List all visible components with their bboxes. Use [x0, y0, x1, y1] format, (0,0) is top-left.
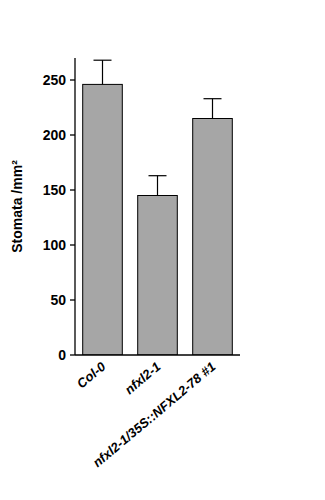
error-bar	[149, 176, 167, 196]
y-tick	[70, 79, 75, 80]
bar	[83, 84, 123, 355]
y-tick-label: 250	[43, 72, 67, 88]
error-cap	[94, 60, 112, 61]
bar	[193, 119, 233, 356]
error-bar	[204, 99, 222, 119]
y-axis	[74, 58, 75, 355]
error-bar	[94, 60, 112, 84]
x-tick-label: nfxl2-1	[122, 359, 164, 397]
y-axis-label: Stomata /mm²	[9, 160, 25, 253]
error-cap	[204, 98, 222, 99]
chart: 0 50 100 150 200 250Col-0 nfxl2-1nfxl2-1/35S::…	[0, 0, 325, 500]
error-stem	[157, 176, 158, 196]
x-tick-label: nfxl2-1/35S::NFXL2-78 #1	[90, 359, 219, 470]
y-tick	[70, 134, 75, 135]
bars	[83, 60, 233, 355]
y-tick-label: 200	[43, 127, 67, 143]
bar	[138, 196, 178, 356]
y-tick-label: 150	[43, 182, 67, 198]
y-tick-label: 50	[50, 292, 66, 308]
error-stem	[102, 60, 103, 84]
x-axis	[75, 354, 240, 355]
x-tick-label: Col-0	[74, 358, 109, 391]
error-stem	[212, 99, 213, 119]
y-tick	[70, 189, 75, 190]
y-tick-label: 0	[58, 347, 66, 363]
y-tick-label: 100	[43, 237, 67, 253]
y-tick	[70, 354, 75, 355]
y-tick	[70, 244, 75, 245]
error-cap	[149, 175, 167, 176]
y-tick	[70, 299, 75, 300]
